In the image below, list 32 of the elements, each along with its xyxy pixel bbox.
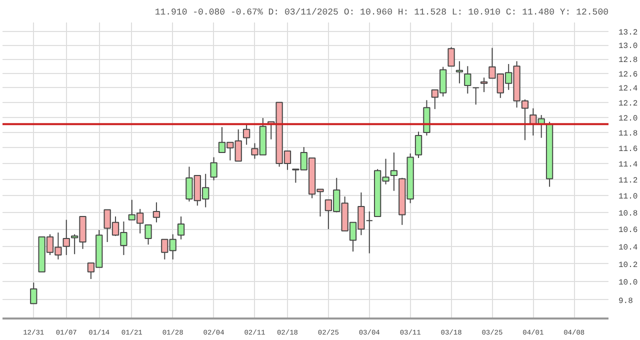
candlestick [390, 152, 398, 192]
y-tick-label: 11.4 [618, 160, 638, 170]
y-tick-label: 10.4 [618, 243, 638, 252]
y-tick-label: 11.6 [618, 144, 638, 154]
y-tick-label: 12.0 [618, 114, 638, 124]
y-tick-label: 12.4 [618, 84, 638, 94]
y-tick-label: 12.6 [618, 70, 638, 80]
y-tick-label: 11.0 [618, 192, 638, 202]
y-tick-label: 10.0 [618, 278, 638, 288]
candlestick [448, 46, 455, 67]
y-tick-label: 13.0 [618, 42, 638, 52]
candlestick [414, 131, 422, 159]
y-tick-label: 10.2 [618, 260, 638, 270]
candlestick [480, 77, 488, 93]
y-tick-label: 12.2 [618, 99, 638, 108]
y-tick-label: 12.8 [618, 56, 638, 66]
candlestick [472, 87, 480, 106]
candlestick [152, 202, 160, 223]
y-tick-label: 10.8 [618, 209, 638, 218]
candlestick [30, 282, 38, 304]
candlestick [210, 156, 218, 181]
y-tick-label: 9.8 [618, 296, 634, 306]
candlestick [242, 124, 250, 146]
candlestick [177, 216, 185, 240]
y-tick-label: 10.6 [618, 226, 638, 236]
candlestick [456, 60, 464, 84]
candlestick [144, 224, 152, 246]
y-tick-label: 13.2 [618, 28, 638, 38]
chart-title: 11.910 -0.080 -0.67% D: 03/11/2025 O: 10.960 H: 11.528 L: 10.910 C: 11.480 Y: 12.500 [154, 8, 609, 18]
y-tick-label: 11.2 [618, 176, 638, 186]
candlestick [464, 66, 472, 94]
y-tick-label: 11.8 [618, 129, 638, 138]
